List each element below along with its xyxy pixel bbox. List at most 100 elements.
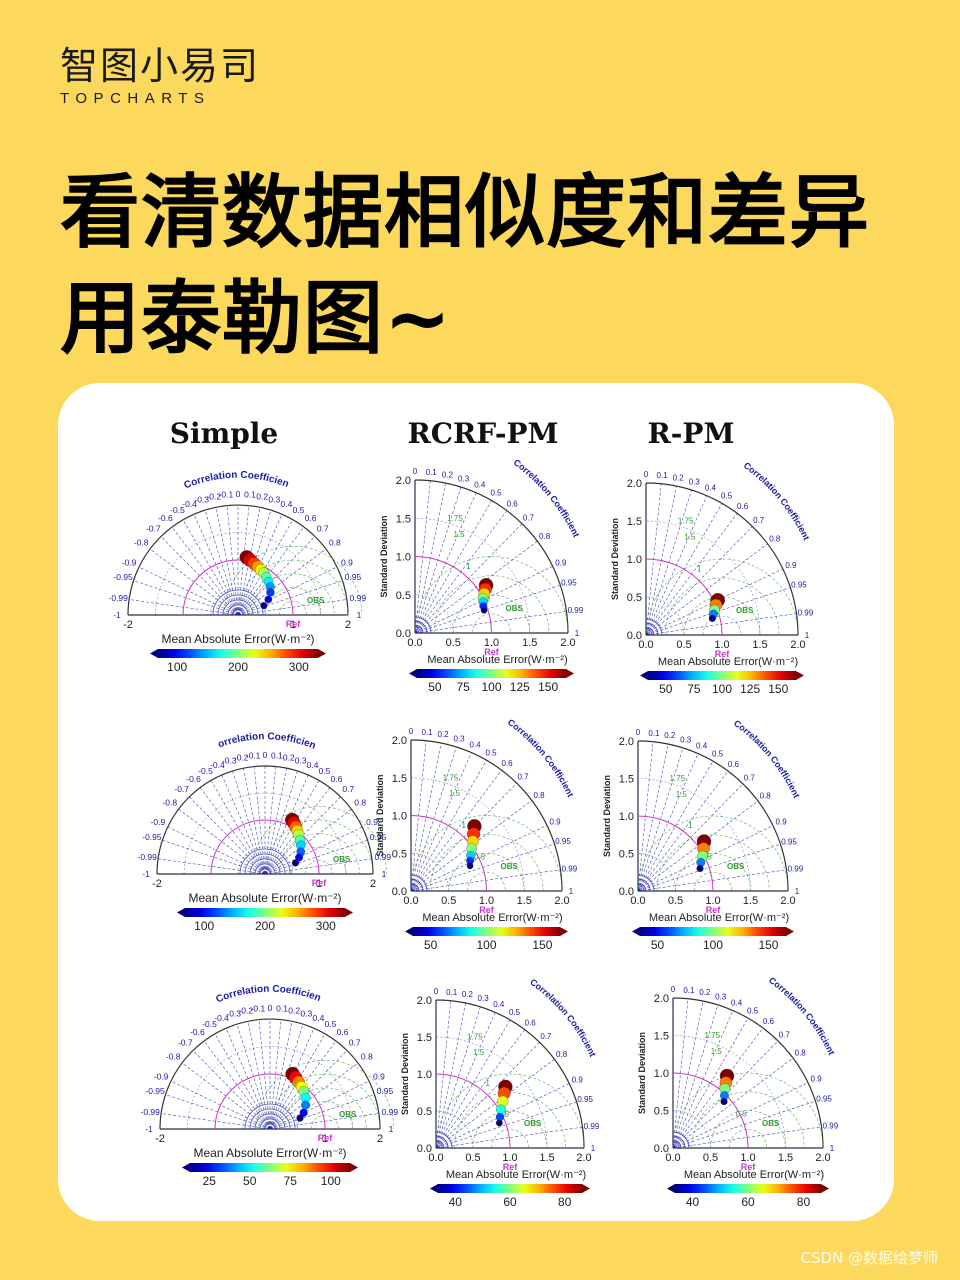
correlation-tick-label: 0.99 — [562, 864, 578, 873]
std-axis-label: Standard Deviation — [602, 775, 612, 857]
ref-label: Ref — [484, 647, 500, 657]
correlation-tick-label: 0.9 — [776, 818, 788, 827]
rms-arc — [278, 600, 308, 616]
ref-label: Ref — [312, 878, 328, 888]
correlation-tick-label: 0.6 — [737, 502, 749, 511]
rms-arc — [664, 577, 780, 636]
ref-std-arc — [637, 815, 714, 892]
correlation-tick-label: -0.4 — [210, 760, 225, 770]
colorbar-tick-label: 125 — [510, 680, 530, 694]
y-tick-label: 1.5 — [627, 516, 642, 528]
outer-arc — [410, 739, 563, 892]
outer-arc — [159, 1018, 381, 1130]
rms-arc — [410, 815, 563, 892]
colorbar-tick-label: 100 — [194, 919, 214, 933]
correlation-tick-label: -0.9 — [151, 817, 166, 827]
y-tick-label: 1.0 — [392, 811, 407, 823]
colorbar-tick-label: 75 — [687, 682, 701, 696]
y-tick-label: 0.0 — [627, 630, 642, 642]
origin-ring — [217, 594, 259, 616]
obs-label: OBS — [524, 1119, 542, 1128]
ref-std-arc — [182, 559, 294, 616]
correlation-tick-label: -0.9 — [154, 1071, 169, 1081]
origin-ring — [672, 1139, 682, 1149]
ref-label: Ref — [318, 1133, 334, 1143]
correlation-tick-label: -0.1 — [251, 1004, 266, 1014]
colorbar: 50 75 100 125 150 — [640, 671, 804, 696]
correlation-tick-label: -0.3 — [226, 1009, 241, 1019]
y-tick-label: 0.5 — [619, 849, 634, 861]
colorbar-tick-label: 150 — [768, 682, 788, 696]
ref-std-arc — [214, 1073, 326, 1130]
std-axis-label: Standard Deviation — [637, 1032, 647, 1114]
correlation-tick-label: 0.99 — [584, 1122, 600, 1131]
colorbar-right-arrow — [318, 649, 326, 658]
correlation-ray — [221, 774, 266, 875]
colorbar-tick-label: 300 — [316, 919, 336, 933]
correlation-ray — [269, 1094, 375, 1130]
rms-label: 1 — [697, 564, 702, 573]
correlation-tick-label: 0.7 — [349, 1038, 361, 1048]
colorbar-gradient — [413, 927, 560, 936]
obs-label: OBS — [339, 1110, 357, 1119]
colorbar-right-arrow — [350, 1163, 358, 1172]
ref-std-arc — [210, 819, 320, 875]
correlation-tick-label: 0.7 — [523, 513, 535, 522]
brand-logo: 智图小易司 TOPCHARTS — [60, 44, 260, 107]
correlation-tick-label: 0.8 — [760, 792, 772, 801]
column-title: R-PM — [648, 417, 735, 450]
correlation-tick-label: -0.4 — [182, 499, 197, 509]
std-tick-label: -2 — [123, 619, 133, 631]
page-headline: 看清数据相似度和差异 用泰勒图~ — [60, 160, 870, 372]
correlation-tick-label: 0 — [268, 1003, 273, 1013]
rms-label: 1.5 — [453, 530, 465, 539]
y-tick-label: 2.0 — [392, 735, 407, 747]
correlation-tick-label: 0.8 — [795, 1049, 807, 1058]
colorbar-gradient — [190, 1163, 350, 1172]
correlation-tick-label: -0.5 — [170, 505, 185, 515]
correlation-tick-label: 0.4 — [474, 481, 486, 490]
origin-ring — [637, 886, 643, 892]
correlation-tick-label: -0.7 — [178, 1038, 193, 1048]
correlation-tick-label: 0.9 — [373, 1071, 385, 1081]
rms-arc — [251, 573, 335, 616]
correlation-tick-label: 0.8 — [769, 534, 781, 543]
correlation-tick-label: -0.5 — [202, 1019, 217, 1029]
rms-label: 1.75 — [447, 514, 463, 523]
colorbar-gradient — [675, 1184, 821, 1193]
colorbar-label: Mean Absolute Error(W·m⁻²) — [161, 632, 314, 646]
rms-label: 1 — [461, 821, 466, 830]
data-point — [291, 859, 300, 867]
x-tick-label: 0.5 — [703, 1152, 718, 1164]
colorbar-tick-label: 100 — [476, 938, 496, 952]
correlation-ray — [237, 599, 347, 616]
correlation-tick-label: -0.95 — [113, 572, 133, 582]
correlation-tick-label: 0.2 — [288, 1005, 300, 1015]
outer-arc — [672, 997, 824, 1149]
correlation-axis-label: Correlation Coefficient — [528, 977, 598, 1058]
ref-label: Ref — [286, 619, 302, 629]
correlation-tick-label: 0.8 — [556, 1050, 568, 1059]
colorbar-tick-label: 100 — [321, 1174, 341, 1188]
correlation-tick-label: 0.9 — [785, 561, 797, 570]
x-tick-label: 1.5 — [752, 639, 767, 651]
rms-arc — [691, 1091, 805, 1149]
colorbar-gradient — [648, 671, 796, 680]
correlation-tick-label: -1 — [113, 610, 121, 620]
correlation-tick-label: 0.99 — [568, 606, 584, 615]
std-arc — [645, 520, 761, 636]
std-arc — [672, 1110, 711, 1149]
correlation-tick-label: -0.6 — [190, 1027, 205, 1037]
x-tick-label: 1.5 — [539, 1152, 554, 1164]
correlation-tick-label: 0.9 — [572, 1076, 584, 1085]
correlation-ray — [269, 1113, 379, 1130]
x-tick-label: 1.0 — [484, 637, 499, 649]
colorbar-left-arrow — [150, 649, 158, 658]
x-tick-label: 0.0 — [630, 895, 645, 907]
colorbar-left-arrow — [667, 1184, 675, 1193]
x-tick-label: 2.0 — [576, 1152, 591, 1164]
origin-ring — [410, 874, 428, 892]
rms-arc — [683, 596, 761, 636]
origin-ring — [414, 624, 424, 634]
x-tick-label: 0.0 — [403, 895, 418, 907]
